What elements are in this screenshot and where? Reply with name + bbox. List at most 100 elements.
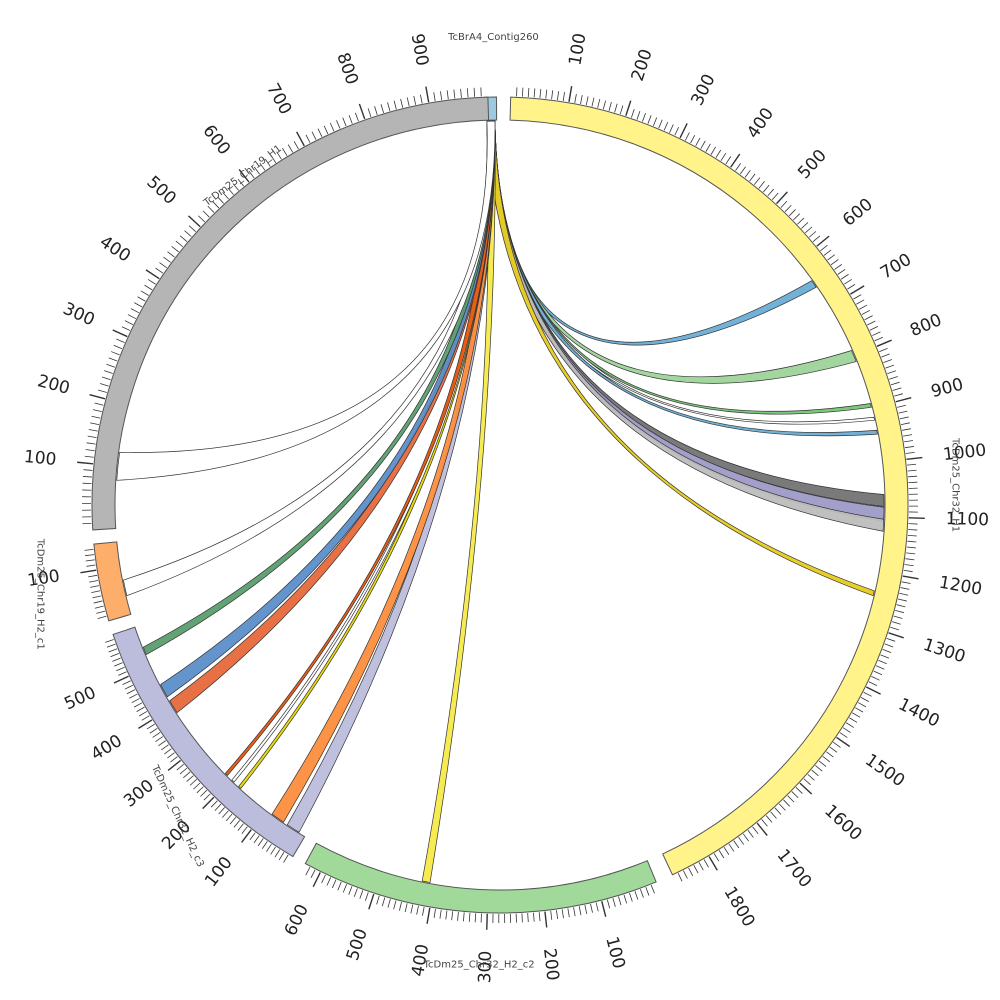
tick-chr19h1-750 <box>329 122 335 132</box>
tick-chr32h1-1550 <box>818 760 827 767</box>
tick-chr32h1-370 <box>715 149 722 158</box>
tick-chr19h2c1-20 <box>96 610 106 614</box>
tick-chr32h1-1490 <box>839 732 848 738</box>
tick-chr32h2c2-190 <box>550 910 553 920</box>
tick-chr32h1-640 <box>830 259 839 266</box>
tick-chr19h1-810 <box>367 108 372 118</box>
tick-chr19h1-80 <box>82 476 92 478</box>
tick-chr32h1-1820 <box>698 862 704 871</box>
tick-chr32h2c2-360 <box>451 911 454 921</box>
tick-chr32h1-90 <box>562 91 565 101</box>
tick-chr19h1-280 <box>113 344 123 350</box>
tick-chr32h1-1330 <box>882 649 892 653</box>
tick-chr19h1-950 <box>460 88 462 98</box>
tick-chr32h2c3-310 <box>170 756 178 763</box>
tick-chr19h1-580 <box>232 183 239 191</box>
tick-chr32h1-1630 <box>787 795 795 803</box>
tick-chr19h1-380 <box>144 284 153 291</box>
tick-chr19h1-550 <box>217 196 224 204</box>
tick-chr32h2c2-410 <box>422 906 425 916</box>
tick-chr32h2c2-570 <box>332 879 337 889</box>
tick-chr32h1-720 <box>856 299 865 305</box>
tick-chr32h2c2-80 <box>612 897 616 907</box>
tick-chr32h1-1270 <box>893 615 903 619</box>
tick-label-chr32h1-600: 600 <box>839 195 877 231</box>
tick-label-chr19h1-800: 800 <box>332 50 362 87</box>
tick-chr32h1-1670 <box>770 811 777 819</box>
tick-chr32h1-80 <box>556 91 560 101</box>
tick-chr32h1-280 <box>669 124 674 133</box>
tick-chr19h1-800 <box>358 103 366 120</box>
tick-chr32h2c2-450 <box>398 901 402 911</box>
tick-chr32h1-160 <box>602 100 606 110</box>
tick-chr32h2c3-220 <box>200 789 208 797</box>
tick-chr19h1-770 <box>342 117 347 127</box>
tick-chr19h1-660 <box>276 151 282 160</box>
tick-chr19h2c1-30 <box>94 605 104 609</box>
tick-chr32h2c2-340 <box>463 912 465 922</box>
tick-chr32h2c2-320 <box>474 913 477 923</box>
tick-chr32h2c2-490 <box>376 895 380 905</box>
tick-chr19h1-420 <box>159 262 168 269</box>
tick-chr19h1-450 <box>171 246 179 253</box>
tick-label-chr19h1-500: 500 <box>142 172 179 209</box>
tick-chr32h1-450 <box>753 177 761 185</box>
tick-chr32h1-250 <box>652 117 658 126</box>
tick-chr32h2c3-270 <box>183 771 191 779</box>
tick-chr32h1-780 <box>872 331 881 336</box>
tick-chr32h2c3-70 <box>257 838 264 847</box>
tick-chr32h1-1250 <box>896 604 906 608</box>
tick-chr32h1-60 <box>545 89 548 99</box>
tick-chr32h2c3-230 <box>196 786 204 794</box>
tick-chr32h2c2-70 <box>618 896 622 906</box>
tick-chr19h1-160 <box>90 422 100 425</box>
tick-chr32h2c2-60 <box>623 894 628 904</box>
tick-chr32h1-1710 <box>752 826 759 835</box>
tick-chr19h1-140 <box>87 435 97 439</box>
tick-chr32h1-760 <box>867 320 876 326</box>
tick-chr32h2c2-130 <box>584 905 588 914</box>
tick-chr32h1-1000 <box>906 456 923 461</box>
tick-chr19h1-560 <box>222 192 229 200</box>
tick-chr32h2c3-520 <box>116 666 125 672</box>
tick-chr32h1-1010 <box>907 463 917 466</box>
tick-chr32h1-510 <box>780 200 788 208</box>
tick-chr32h1-680 <box>844 278 853 285</box>
tick-chr32h1-1720 <box>747 830 754 838</box>
tick-chr19h1-970 <box>473 87 476 97</box>
tick-chr19h1-630 <box>259 162 266 171</box>
tick-chr32h2c3-60 <box>261 841 268 850</box>
tick-chr32h1-230 <box>642 113 646 122</box>
tick-chr32h1-790 <box>874 336 884 342</box>
tick-chr32h1-840 <box>885 364 895 369</box>
tick-chr32h2c3-430 <box>136 706 145 712</box>
tick-chr32h2c3-50 <box>266 843 272 852</box>
tick-label-chr32h1-1500: 1500 <box>861 750 908 791</box>
tick-chr32h2c2-230 <box>527 913 529 923</box>
tick-chr32h2c3-120 <box>237 823 244 831</box>
tick-label-chr32h1-1700: 1700 <box>773 846 816 892</box>
tick-chr19h2c1-60 <box>91 590 101 594</box>
link-8-chr32h1-1240 <box>486 120 875 597</box>
tick-chr32h1-1240 <box>897 598 907 602</box>
tick-chr32h1-1100 <box>908 517 925 520</box>
link-4-chr32h1-945 <box>486 120 878 437</box>
tick-chr32h2c3-330 <box>164 748 172 755</box>
tick-chr32h2c3-140 <box>229 817 237 825</box>
tick-label-chr19h1-200: 200 <box>35 371 72 399</box>
tick-label-chr32h1-100: 100 <box>565 32 590 67</box>
tick-chr32h2c2-590 <box>321 874 326 884</box>
tick-chr32h1-630 <box>827 254 836 261</box>
link-11-chr32h2c3-70 <box>271 120 496 823</box>
tick-chr32h1-1530 <box>826 751 834 758</box>
tick-label-chr32h1-500: 500 <box>794 146 831 183</box>
tick-label-chr32h2c3-300: 300 <box>120 776 158 812</box>
tick-chr32h1-1320 <box>884 643 894 648</box>
tick-chr32h1-1560 <box>815 765 823 772</box>
tick-chr32h1-410 <box>735 163 742 171</box>
tick-chr32h1-1150 <box>906 546 916 549</box>
tick-chr32h1-310 <box>684 132 690 141</box>
tick-chr19h1-410 <box>155 267 164 274</box>
tick-chr32h1-1680 <box>765 815 773 823</box>
tick-chr32h1-1620 <box>791 791 799 799</box>
